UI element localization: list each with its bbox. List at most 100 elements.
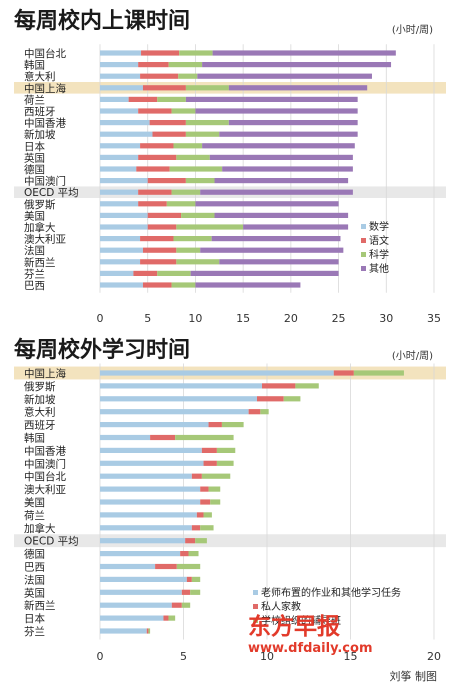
c1-bar-15-1	[147, 224, 177, 230]
c2-category-label-9: 澳大利亚	[24, 483, 66, 496]
c2-category-label-17: 英国	[24, 586, 45, 599]
c1-bar-0-2	[179, 50, 213, 56]
c1-category-label-13: 俄罗斯	[24, 198, 56, 211]
c2-bar-11-0	[100, 512, 197, 518]
c1-bar-16-0	[100, 236, 141, 242]
c2-legend-swatch-2	[253, 618, 258, 623]
c2-tick-20: 20	[427, 650, 441, 663]
c2-bar-12-1	[191, 525, 201, 531]
chart2-x-ticks: 0 5 10 15 20	[97, 650, 442, 663]
c2-category-label-13: OECD 平均	[24, 536, 79, 548]
c2-category-label-4: 西班牙	[24, 420, 56, 432]
c2-category-label-12: 加拿大	[24, 522, 56, 535]
c2-bar-6-0	[100, 447, 202, 453]
c2-bar-4-0	[100, 422, 209, 428]
c1-category-label-10: 德国	[24, 163, 45, 176]
c2-category-label-10: 美国	[24, 496, 45, 509]
c2-bar-13-2	[195, 538, 207, 544]
c2-bar-4-2	[221, 422, 244, 428]
c2-bar-20-2	[148, 628, 151, 634]
c1-bar-9-1	[138, 154, 177, 160]
c2-bar-15-2	[176, 563, 201, 570]
c2-tick-0: 0	[97, 650, 104, 663]
c2-row-bg-13	[14, 534, 446, 548]
c2-category-label-11: 荷兰	[24, 509, 45, 522]
c1-bar-5-2	[171, 108, 196, 114]
c2-category-label-3: 意大利	[24, 406, 56, 419]
c2-bar-19-0	[100, 615, 164, 621]
chart1-bars	[100, 50, 396, 288]
c1-legend-label-1: 语文	[369, 234, 389, 247]
c1-category-label-1: 韩国	[24, 59, 45, 72]
c2-bar-13-0	[100, 538, 186, 544]
chart-weekly-out-of-school-hours: 每周校外学习时间 (小时/周) 中国上海俄罗斯新加坡意大利西班牙韩国中国香港中国…	[14, 337, 446, 663]
c1-legend-label-0: 数学	[369, 220, 389, 233]
chart1-x-ticks: 0 5 10 15 20 25 30 35	[97, 312, 442, 325]
c2-bar-19-2	[168, 615, 176, 621]
c1-tick-5: 5	[144, 312, 151, 325]
c1-bar-13-2	[166, 201, 196, 207]
c1-category-label-16: 澳大利亚	[24, 233, 66, 246]
c2-legend-swatch-1	[253, 604, 258, 609]
c1-legend-swatch-3	[361, 266, 366, 271]
c2-bar-17-0	[100, 589, 182, 595]
c2-category-label-6: 中国香港	[24, 444, 66, 457]
c2-bar-16-2	[191, 576, 201, 582]
c2-legend-swatch-0	[253, 590, 258, 595]
c1-bar-0-3	[212, 50, 396, 56]
c1-bar-8-1	[140, 143, 174, 149]
c2-bar-1-2	[295, 383, 319, 389]
c2-bar-17-1	[181, 589, 191, 595]
c1-bar-16-2	[173, 236, 212, 242]
c1-bar-12-3	[200, 189, 353, 195]
c2-tick-10: 10	[260, 650, 274, 663]
c2-bar-0-2	[353, 370, 404, 376]
c1-legend-swatch-1	[361, 238, 366, 243]
c2-bar-6-1	[201, 447, 217, 453]
c1-bar-5-0	[100, 108, 139, 114]
c1-bar-2-2	[178, 73, 198, 79]
chart-credit: 刘筝 制图	[390, 669, 438, 683]
c1-bar-19-2	[157, 270, 191, 276]
c2-bar-9-2	[208, 486, 221, 492]
c1-bar-18-2	[176, 259, 220, 265]
c2-legend-label-2: 学校组织的辅导班	[261, 614, 341, 627]
c1-bar-15-0	[100, 224, 148, 230]
c2-bar-8-0	[100, 473, 192, 479]
c1-bar-9-3	[209, 154, 353, 160]
c1-bar-3-0	[100, 85, 143, 91]
c2-bar-4-1	[208, 422, 222, 428]
c2-category-label-0: 中国上海	[24, 367, 66, 380]
c1-bar-17-3	[200, 247, 344, 253]
c1-bar-16-3	[211, 236, 341, 242]
c1-bar-10-2	[169, 166, 223, 172]
c2-bar-10-1	[200, 499, 211, 505]
c1-tick-20: 20	[284, 312, 298, 325]
c1-category-label-0: 中国台北	[24, 47, 66, 60]
watermark-url: www.dfdaily.com	[248, 641, 373, 656]
c1-bar-10-1	[136, 166, 170, 172]
c1-bar-7-2	[185, 131, 220, 137]
c2-bar-8-1	[191, 473, 202, 479]
c1-bar-14-1	[147, 212, 182, 218]
c1-bar-6-2	[185, 120, 229, 126]
c1-bar-0-0	[100, 50, 142, 56]
c2-bar-14-1	[180, 551, 189, 557]
c1-bar-6-0	[100, 120, 150, 126]
c1-category-label-3: 中国上海	[24, 82, 66, 95]
c1-category-label-2: 意大利	[24, 70, 56, 83]
c1-bar-9-2	[176, 154, 210, 160]
c2-category-label-7: 中国澳门	[24, 457, 66, 470]
c2-bar-5-1	[150, 434, 176, 441]
c1-bar-18-1	[140, 259, 177, 265]
c1-bar-18-3	[219, 259, 339, 265]
c2-bar-7-0	[100, 460, 204, 466]
c1-bar-8-3	[202, 143, 355, 149]
c1-bar-1-0	[100, 62, 139, 68]
c1-category-label-19: 芬兰	[24, 267, 45, 280]
c1-bar-14-2	[181, 212, 215, 218]
c2-tick-15: 15	[344, 650, 358, 663]
c1-legend-label-3: 其他	[369, 262, 389, 275]
